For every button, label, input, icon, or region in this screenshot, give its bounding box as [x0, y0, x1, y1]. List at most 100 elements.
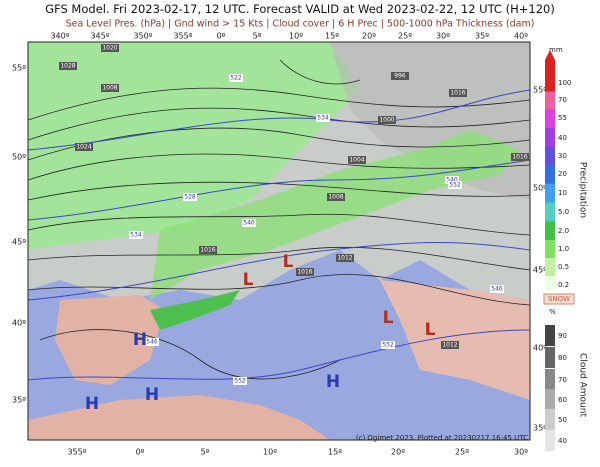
- isobar-label: 1004: [349, 157, 364, 164]
- thickness-label: 552: [449, 182, 461, 189]
- precip-tick-label: 1.0: [558, 245, 569, 253]
- thickness-label-box: [242, 219, 256, 227]
- precip-swatch: [545, 109, 555, 128]
- isobar-label: 1016: [200, 247, 215, 254]
- isobar-label-box: [441, 341, 459, 349]
- thickness-label-box: [316, 114, 330, 122]
- isobar-label-box: [101, 44, 119, 52]
- thickness-label: 546: [146, 339, 158, 346]
- lon-bottom-label: 355º: [67, 448, 86, 457]
- africa: [28, 395, 330, 440]
- isobar-label-box: [59, 62, 77, 70]
- low-pressure: L: [383, 308, 394, 328]
- lon-top-label: 0º: [217, 32, 226, 41]
- high-pressure: H: [133, 330, 147, 350]
- map-labels: 1028 1020 1024 1008 1000 996 1004 1008 1012 1016 1…: [59, 44, 529, 414]
- snow-label: SNOW: [548, 295, 570, 303]
- isobar-label: 1000: [379, 117, 394, 124]
- lon-bottom-label: 15º: [328, 448, 342, 457]
- precip-swatch: [545, 276, 555, 290]
- precip-tick-label: 5.0: [558, 208, 569, 216]
- lat-left-label: 45º: [12, 238, 26, 247]
- iberia: [55, 295, 165, 385]
- thickness-label: 522: [230, 75, 242, 82]
- thickness-label-box: [490, 285, 504, 293]
- lat-left-label: 50º: [12, 153, 26, 162]
- high-pressure: H: [85, 394, 99, 414]
- precip-tick-label: 70: [558, 96, 567, 104]
- isobar-label-box: [199, 246, 217, 254]
- lon-top-label: 5º: [253, 32, 262, 41]
- isobar-label: 1016: [297, 269, 312, 276]
- lon-top-label: 25º: [398, 32, 412, 41]
- thickness-label: 534: [130, 232, 142, 239]
- lon-top-label: 350º: [133, 32, 152, 41]
- isobar-label-box: [327, 193, 345, 201]
- precip-tick-label: 40: [558, 134, 567, 142]
- lon-bottom-label: 20º: [391, 448, 405, 457]
- thickness-label: 540: [243, 220, 255, 227]
- lon-top-label: 30º: [436, 32, 450, 41]
- lon-top-label: 40º: [514, 32, 528, 41]
- cloud-tick-label: 90: [558, 332, 567, 340]
- isobar-label-box: [75, 143, 93, 151]
- lat-right-label: 55º: [533, 86, 547, 95]
- lat-left-label: 55º: [12, 64, 26, 73]
- cloud-label: Cloud Amount: [578, 353, 588, 417]
- precip-tick-label: 0.5: [558, 263, 569, 271]
- lon-bottom-label: 25º: [455, 448, 469, 457]
- credit: (c) Ogimet 2023. Plotted at 20230217 16:…: [356, 434, 528, 442]
- precip-swatch: [545, 128, 555, 147]
- thickness-label: 540: [446, 177, 458, 184]
- precip-swatch: [545, 240, 555, 258]
- cloud-swatch: [545, 389, 555, 410]
- isobar-label-box: [296, 268, 314, 276]
- isobar-label: 1008: [328, 194, 343, 201]
- precip-band-2: [150, 290, 240, 330]
- cloud-swatch: [545, 325, 555, 346]
- cloud-swatch: [545, 430, 555, 451]
- lon-bottom-label: 10º: [263, 448, 277, 457]
- isobar-label: 1020: [102, 45, 117, 52]
- precip-arrow: [545, 50, 555, 60]
- lon-top-label: 20º: [362, 32, 376, 41]
- thickness-label-box: [448, 181, 462, 189]
- isobar-label-box: [348, 156, 366, 164]
- lat-left-label: 40º: [12, 319, 26, 328]
- isobar-label: 1008: [102, 85, 117, 92]
- precip-swatch: [545, 91, 555, 109]
- lon-top-label: 15º: [325, 32, 339, 41]
- lon-top-label: 10º: [289, 32, 303, 41]
- thickness-label: 528: [184, 194, 196, 201]
- lon-top-label: 355º: [173, 32, 192, 41]
- low-pressure: L: [425, 320, 436, 340]
- balkans-turkey: [380, 280, 530, 400]
- isobar-label: 1012: [442, 342, 457, 349]
- isobar-label-box: [449, 89, 467, 97]
- precip-swatch: [545, 183, 555, 203]
- cloud-unit: %: [549, 308, 556, 316]
- precip-swatch: [545, 258, 555, 276]
- high-pressure: H: [326, 372, 340, 392]
- isobar-label: 1016: [450, 90, 465, 97]
- precip-tick-label: 100: [558, 79, 571, 87]
- thickness-label-box: [233, 377, 247, 385]
- isobar-label-box: [391, 72, 409, 80]
- thickness-label: 546: [491, 286, 503, 293]
- thickness-label-box: [129, 231, 143, 239]
- cloud-green: [28, 42, 360, 250]
- lon-bottom-label: 5º: [201, 448, 210, 457]
- precip-tick-label: 55: [558, 114, 567, 122]
- lat-right-label: 35º: [533, 424, 547, 433]
- isobar-label: 1028: [60, 63, 75, 70]
- precip-tick-label: 10: [558, 189, 567, 197]
- lat-left-label: 35º: [12, 396, 26, 405]
- isobar-label: 996: [394, 73, 406, 80]
- isobar-label: 1012: [337, 255, 352, 262]
- thickness-label-box: [145, 338, 159, 346]
- cloud-tick-label: 80: [558, 354, 567, 362]
- isobar-label-box: [378, 116, 396, 124]
- precip-label: Precipitation: [578, 162, 588, 218]
- snow-box: [543, 293, 575, 305]
- title-suffix: (H+120): [502, 2, 555, 16]
